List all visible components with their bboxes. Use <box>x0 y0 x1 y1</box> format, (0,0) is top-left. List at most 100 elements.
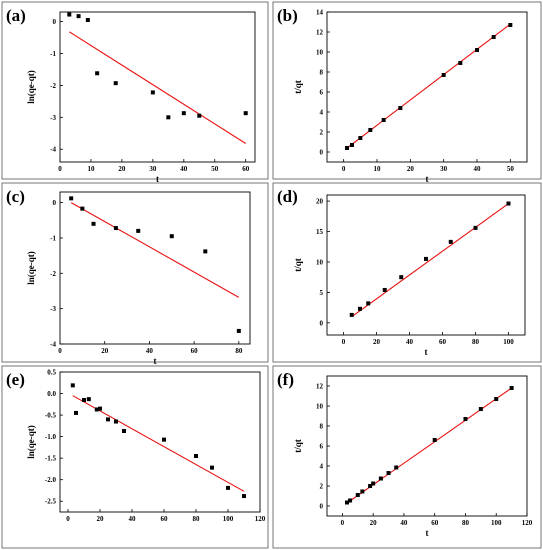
x-tick-label: 10 <box>87 165 95 173</box>
panel-label: (d) <box>277 187 298 206</box>
x-tick-label: 30 <box>149 165 157 173</box>
panel-frame <box>272 365 542 549</box>
data-point <box>386 471 391 475</box>
data-point <box>378 476 383 481</box>
x-tick-label: 10 <box>374 165 382 173</box>
panel-a: (a) 0 10 20 30 40 50 60 0 -1 -2 -3 -4 t ln(qe-qt) <box>1 1 269 184</box>
x-tick-label: 0 <box>342 338 346 346</box>
data-point <box>85 17 90 22</box>
data-point <box>80 206 85 211</box>
y-axis-label: t/qt <box>293 439 303 453</box>
fit-line <box>68 31 247 144</box>
data-point <box>113 226 118 231</box>
y-tick-label: 2 <box>320 129 324 137</box>
data-point <box>441 73 446 77</box>
y-tick-label: 0.5 <box>47 369 56 377</box>
data-point <box>371 481 376 486</box>
x-tick-label: 0 <box>341 519 345 527</box>
x-axis-label: t <box>154 356 157 366</box>
y-tick-label: 14 <box>316 9 324 17</box>
y-tick-label: 10 <box>316 49 324 57</box>
data-point <box>491 35 496 39</box>
x-tick-label: 80 <box>235 347 243 355</box>
data-point <box>463 417 468 421</box>
data-point <box>448 239 453 244</box>
y-axis-label: ln(qe-qt) <box>26 70 36 104</box>
panel-label: (f) <box>277 370 294 389</box>
panel-frame <box>272 1 542 180</box>
x-tick-label: 100 <box>491 519 502 527</box>
plot-area <box>326 194 526 336</box>
x-tick-label: 80 <box>193 515 201 523</box>
y-tick-label: -4 <box>50 146 56 154</box>
x-tick-label: 100 <box>223 515 234 523</box>
x-tick-label: 60 <box>161 515 169 523</box>
data-point <box>194 454 198 458</box>
x-tick-label: 20 <box>97 515 105 523</box>
x-tick-label: 80 <box>472 338 480 346</box>
y-tick-label: -1.5 <box>45 455 57 463</box>
y-tick-label: -2.5 <box>45 498 57 506</box>
panel-frame <box>272 182 542 363</box>
data-point <box>355 493 360 497</box>
x-tick-label: 40 <box>180 165 188 173</box>
plot-area <box>59 11 256 163</box>
plot-area <box>326 11 528 163</box>
data-point <box>162 437 166 442</box>
fit-line <box>70 202 240 298</box>
plot-area <box>59 371 261 513</box>
data-point <box>166 115 171 120</box>
panel-frame <box>1 365 269 549</box>
data-point <box>82 398 86 402</box>
x-tick-label: 20 <box>118 165 126 173</box>
x-tick-label: 80 <box>462 519 470 527</box>
y-tick-label: 20 <box>316 198 324 206</box>
x-tick-label: 120 <box>522 519 533 527</box>
x-tick-label: 0 <box>58 165 62 173</box>
panel-f: (f) 0 20 40 60 80 100 120 0 2 4 6 8 10 12 t t/qt <box>272 365 542 549</box>
y-tick-label: -1 <box>50 234 56 242</box>
x-tick-label: 50 <box>211 165 219 173</box>
panel-label: (c) <box>6 187 25 206</box>
panel-frame <box>1 1 269 180</box>
x-tick-label: 0 <box>342 165 346 173</box>
data-point <box>69 196 74 201</box>
y-tick-label: 2 <box>320 483 324 491</box>
data-point <box>122 429 126 434</box>
x-tick-label: 40 <box>400 519 408 527</box>
y-tick-label: 5 <box>320 289 324 297</box>
panel-e: (e) 0 20 40 60 80 100 120 0.5 0.0 -0.5 -1.0 -1.5 -2.0… <box>1 365 269 549</box>
y-tick-label: -1.0 <box>45 433 57 441</box>
panel-label: (a) <box>6 6 26 25</box>
data-point <box>136 228 141 233</box>
x-tick-label: 120 <box>255 515 266 523</box>
data-point <box>368 484 373 488</box>
x-tick-label: 0 <box>66 515 70 523</box>
y-tick-label: 15 <box>316 228 324 236</box>
data-point <box>242 494 246 499</box>
data-point <box>508 23 513 27</box>
y-tick-label: 4 <box>320 463 324 471</box>
data-point <box>95 71 100 76</box>
x-tick-label: 40 <box>146 347 154 355</box>
y-tick-label: -4 <box>50 341 56 349</box>
data-point <box>478 407 483 411</box>
data-point <box>203 249 208 254</box>
data-point <box>236 328 241 333</box>
y-tick-label: 6 <box>320 443 324 451</box>
data-point <box>226 485 230 490</box>
data-point <box>74 410 78 415</box>
x-tick-label: 40 <box>406 338 414 346</box>
data-point <box>494 397 499 401</box>
y-tick-label: 0 <box>53 18 57 26</box>
x-tick-label: 30 <box>440 165 448 173</box>
panel-frame <box>1 182 269 363</box>
data-point <box>106 417 110 422</box>
data-point <box>360 489 365 494</box>
data-point <box>382 287 387 292</box>
y-tick-label: 10 <box>316 258 324 266</box>
plot-area <box>59 191 251 345</box>
panel-label: (b) <box>277 6 298 25</box>
data-point <box>475 48 479 52</box>
